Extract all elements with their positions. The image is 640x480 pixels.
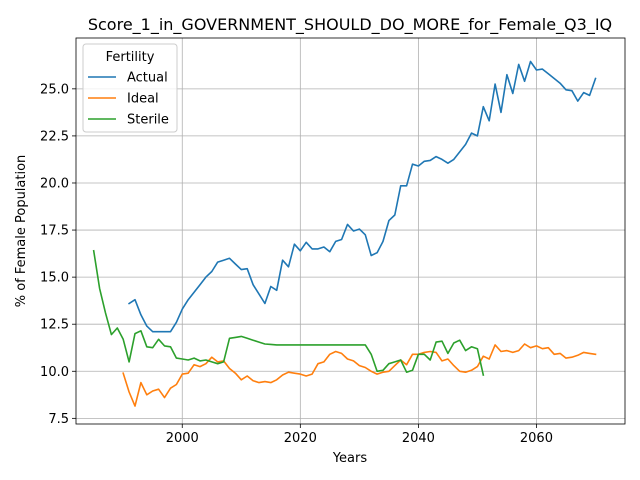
y-tick-label: 22.5 [40, 129, 69, 144]
legend-title: Fertility [106, 50, 155, 65]
legend-label-ideal: Ideal [127, 92, 159, 107]
y-tick-label: 20.0 [40, 176, 69, 191]
y-axis-label: % of Female Population [14, 155, 29, 308]
x-tick-label: 2040 [402, 431, 435, 446]
x-tick-label: 2000 [166, 431, 199, 446]
legend: Fertility Actual Ideal Sterile [82, 43, 178, 133]
legend-box [82, 43, 178, 133]
x-tick-label: 2060 [520, 431, 553, 446]
legend-label-actual: Actual [127, 71, 168, 86]
y-tick-label: 25.0 [40, 82, 69, 97]
axis-ticks: 2000 2020 2040 2060 7.5 10.0 12.5 15.0 17.5 20.0 2… [40, 82, 553, 446]
grid [76, 38, 625, 424]
plot-frame [75, 37, 626, 425]
series-lines [92, 60, 597, 407]
y-tick-label: 7.5 [48, 412, 69, 427]
series-line-ideal [122, 343, 597, 407]
y-tick-label: 17.5 [40, 224, 69, 239]
y-tick-label: 15.0 [40, 271, 69, 286]
y-tick-label: 10.0 [40, 365, 69, 380]
series-line-sterile [92, 249, 485, 376]
legend-label-sterile: Sterile [127, 113, 169, 128]
x-axis-label: Years [332, 451, 368, 466]
x-tick-label: 2020 [284, 431, 317, 446]
series-line-actual [127, 60, 597, 333]
y-tick-label: 12.5 [40, 318, 69, 333]
chart-title: Score_1_in_GOVERNMENT_SHOULD_DO_MORE_for… [88, 15, 612, 35]
